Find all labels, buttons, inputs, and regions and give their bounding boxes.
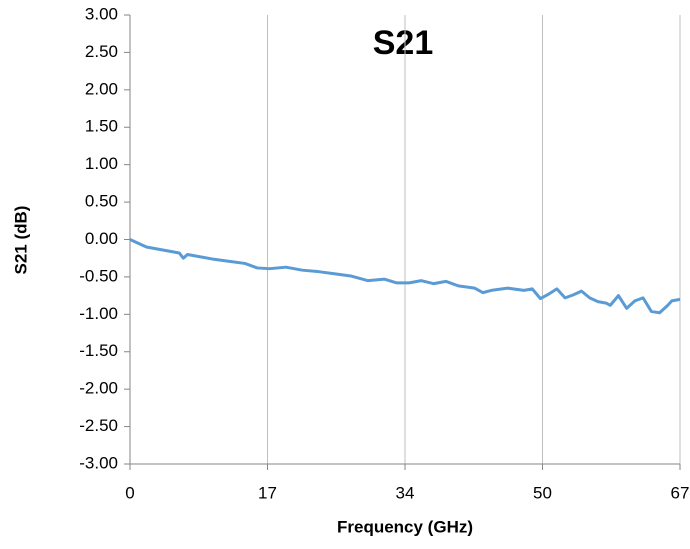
- y-axis-label: S21 (dB): [11, 206, 30, 275]
- chart-title: S21: [373, 24, 434, 62]
- x-tick-label: 67: [671, 483, 690, 502]
- y-tick-label: 1.50: [85, 117, 118, 136]
- y-tick-label: -2.00: [79, 379, 118, 398]
- y-tick-label: 3.00: [85, 4, 118, 23]
- y-tick-label: -0.50: [79, 266, 118, 285]
- y-tick-label: 2.50: [85, 42, 118, 61]
- x-tick-label: 50: [533, 483, 552, 502]
- x-tick-label: 17: [258, 483, 277, 502]
- data-line: [129, 238, 681, 315]
- y-tick-label: -3.00: [79, 453, 118, 472]
- y-tick-label: -2.50: [79, 416, 118, 435]
- y-tick-label: -1.00: [79, 304, 118, 323]
- y-tick-label: 2.00: [85, 79, 118, 98]
- y-tick-label: 0.00: [85, 229, 118, 248]
- y-tick-label: -1.50: [79, 341, 118, 360]
- x-tick-label: 0: [125, 483, 134, 502]
- y-tick-label: 0.50: [85, 192, 118, 211]
- x-axis-label: Frequency (GHz): [337, 517, 473, 536]
- x-tick-label: 34: [396, 483, 415, 502]
- y-tick-label: 1.00: [85, 154, 118, 173]
